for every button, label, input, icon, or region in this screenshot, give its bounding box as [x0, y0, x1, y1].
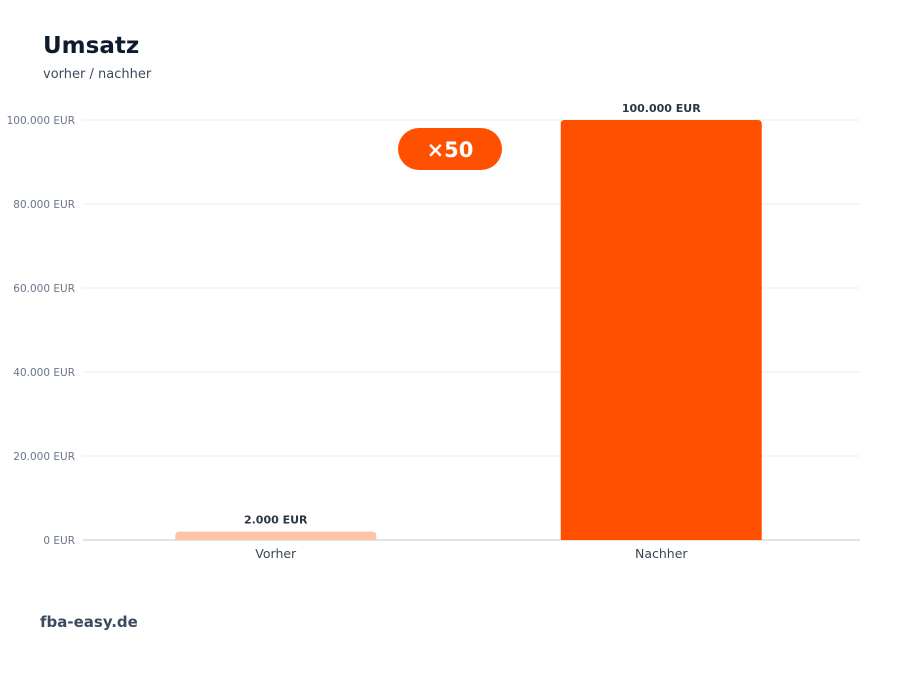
category-label-vorher: Vorher	[255, 546, 297, 561]
multiplier-badge-group: ×50	[398, 128, 502, 170]
data-label-vorher: 2.000 EUR	[244, 514, 308, 527]
multiplier-badge	[398, 128, 502, 170]
bar-nachher	[560, 120, 762, 540]
multiplier-badge-label: ×50	[427, 138, 474, 162]
y-axis-ticks: 0 EUR 20.000 EUR 40.000 EUR 60.000 EUR 80.00…	[7, 115, 75, 547]
bar-vorher	[175, 531, 377, 540]
y-tick-label: 0 EUR	[43, 535, 75, 547]
y-tick-label: 60.000 EUR	[13, 283, 75, 295]
y-tick-label: 20.000 EUR	[13, 451, 75, 463]
category-label-nachher: Nachher	[635, 546, 688, 561]
chart-title: Umsatz	[43, 33, 140, 59]
data-labels: 2.000 EUR 100.000 EUR	[244, 102, 701, 527]
brand-footer: fba-easy.de	[40, 613, 138, 631]
bar-chart: 0 EUR 20.000 EUR 40.000 EUR 60.000 EUR 80.00…	[7, 102, 860, 561]
data-label-nachher: 100.000 EUR	[622, 102, 701, 115]
y-tick-label: 40.000 EUR	[13, 367, 75, 379]
chart-subtitle: vorher / nachher	[43, 67, 152, 82]
bars	[175, 120, 762, 540]
y-tick-label: 100.000 EUR	[7, 115, 75, 127]
x-axis-categories: Vorher Nachher	[255, 546, 688, 561]
y-tick-label: 80.000 EUR	[13, 199, 75, 211]
